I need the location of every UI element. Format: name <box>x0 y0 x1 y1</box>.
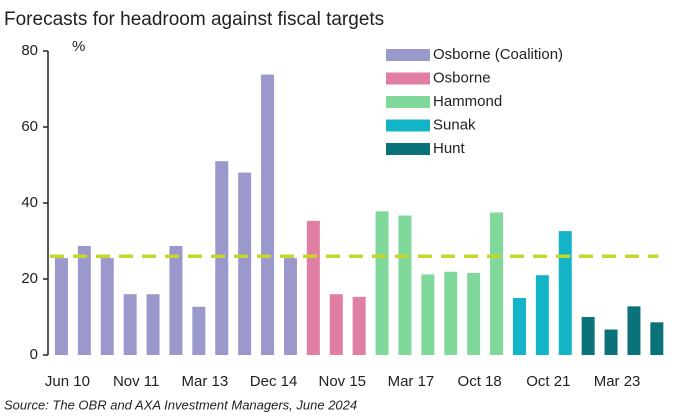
bar <box>100 258 114 355</box>
bar <box>375 211 389 355</box>
bar <box>54 258 68 355</box>
x-tick-label: Dec 14 <box>250 373 298 390</box>
chart-title: Forecasts for headroom against fiscal ta… <box>4 9 384 30</box>
bar <box>467 272 481 355</box>
bar <box>558 231 572 355</box>
bar <box>215 161 229 355</box>
bar <box>146 294 160 355</box>
y-tick-label: 0 <box>30 346 38 363</box>
source: Source: The OBR and AXA Investment Manag… <box>4 397 357 412</box>
legend-swatch <box>386 72 430 85</box>
bar <box>398 215 412 355</box>
legend-label: Osborne <box>433 69 491 86</box>
bar <box>444 271 458 355</box>
x-tick-label: Oct 18 <box>458 373 502 390</box>
y-tick-label: 40 <box>21 194 38 211</box>
bar <box>650 322 664 355</box>
x-tick-label: Nov 11 <box>113 373 159 390</box>
bar <box>421 274 435 355</box>
y-tick-label: 60 <box>21 118 38 135</box>
y-tick-label: 80 <box>21 42 38 59</box>
bar <box>329 294 343 355</box>
bar <box>627 306 641 355</box>
bar <box>512 298 526 355</box>
legend-swatch <box>386 96 430 108</box>
y-tick-label: 20 <box>21 270 38 287</box>
legend-label: Osborne (Coalition) <box>433 46 563 63</box>
bar <box>238 172 252 355</box>
legend-label: Sunak <box>433 116 476 133</box>
bar <box>581 317 595 355</box>
bar <box>306 220 320 355</box>
bar <box>77 245 91 355</box>
bar <box>283 258 297 355</box>
legend-swatch <box>386 119 430 132</box>
bar <box>123 294 137 355</box>
y-axis-label: % <box>72 38 85 55</box>
legend-swatch <box>386 143 430 155</box>
bar <box>169 245 183 355</box>
bar <box>261 74 275 355</box>
bar <box>490 212 504 355</box>
x-tick-label: Mar 23 <box>594 373 641 390</box>
x-tick-label: Oct 21 <box>526 373 570 390</box>
x-tick-label: Mar 13 <box>182 373 229 390</box>
bar <box>604 329 618 355</box>
bar <box>535 275 549 355</box>
legend-label: Hammond <box>433 93 502 110</box>
x-tick-label: Mar 17 <box>388 373 435 390</box>
bar <box>352 296 366 355</box>
x-tick-label: Jun 10 <box>45 373 90 390</box>
legend-swatch <box>386 49 430 61</box>
legend-label: Hunt <box>433 140 466 157</box>
bar <box>192 306 206 355</box>
x-tick-label: Nov 15 <box>318 373 366 390</box>
